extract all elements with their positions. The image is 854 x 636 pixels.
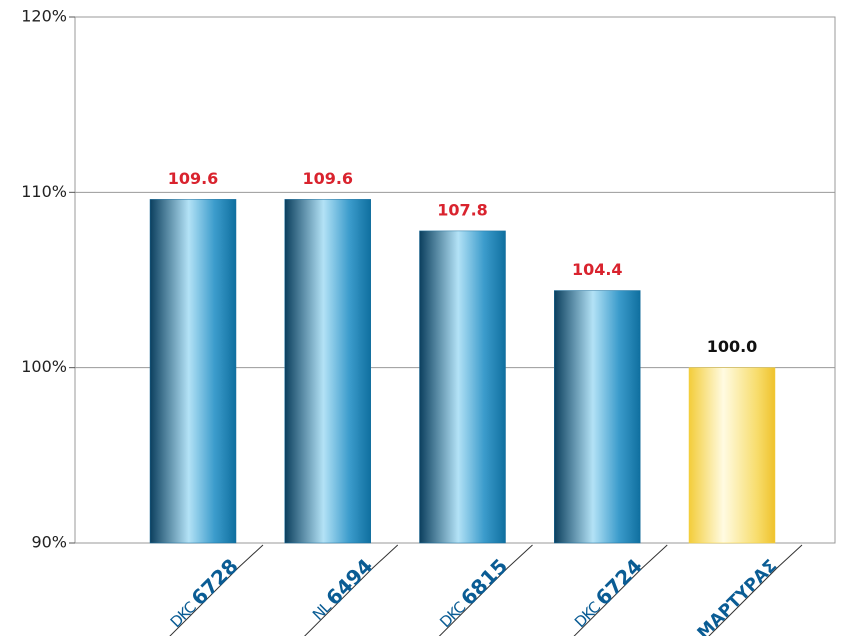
label-underline	[304, 544, 399, 636]
label-underline	[573, 544, 668, 636]
x-tick-label: DKC 6815	[433, 553, 512, 632]
value-label: 107.8	[437, 200, 488, 219]
y-tick-label: 100%	[21, 357, 67, 376]
bar	[284, 199, 371, 544]
label-underline	[708, 544, 803, 636]
bar	[554, 290, 641, 544]
label-underline	[169, 544, 264, 636]
value-label: 104.4	[572, 260, 623, 279]
bar	[688, 367, 776, 544]
value-label: 109.6	[168, 169, 219, 188]
x-tick-label: NL 6494	[306, 553, 377, 624]
value-label: 100.0	[707, 337, 758, 356]
bar	[149, 199, 237, 544]
x-tick-label: DKC 6724	[568, 553, 647, 632]
x-tick-label: DKC 6728	[164, 553, 243, 632]
y-tick-label: 110%	[21, 182, 67, 201]
x-tick-label: ΜΑΡΤΥΡΑΣ	[694, 556, 781, 636]
y-tick-label: 90%	[31, 533, 67, 552]
y-tick-label: 120%	[21, 7, 67, 26]
bar	[419, 230, 506, 544]
label-underline	[438, 544, 533, 636]
value-label: 109.6	[302, 169, 353, 188]
